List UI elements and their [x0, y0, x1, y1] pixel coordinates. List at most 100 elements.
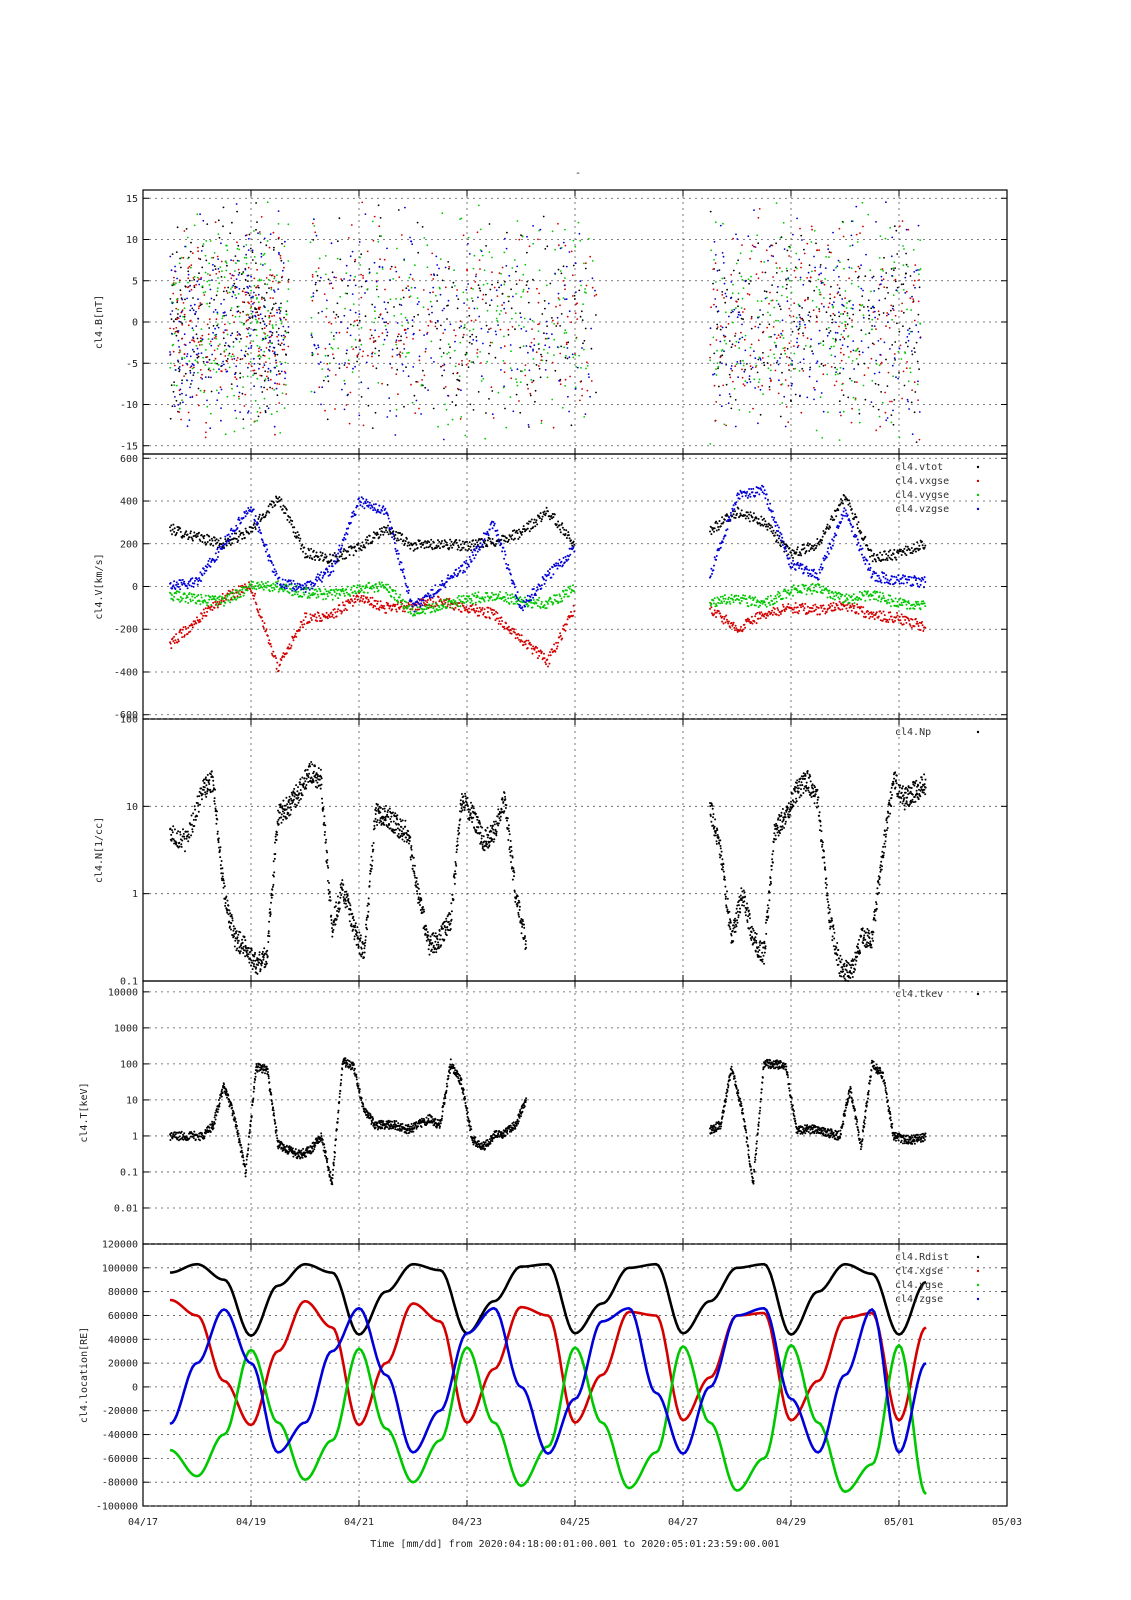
data-point [336, 302, 339, 305]
data-point [335, 555, 338, 558]
data-point [519, 346, 522, 349]
data-point [466, 549, 469, 552]
data-point [234, 409, 237, 412]
data-point [853, 381, 856, 383]
data-point [580, 310, 583, 313]
data-point [858, 529, 861, 532]
data-point [551, 230, 554, 233]
data-point [585, 292, 587, 294]
data-point [871, 613, 873, 615]
data-point [838, 275, 840, 278]
data-point [924, 544, 927, 547]
data-point [373, 215, 376, 218]
data-point [791, 382, 793, 385]
data-point [779, 308, 782, 311]
data-point [862, 225, 864, 228]
data-point [330, 611, 333, 614]
data-point [342, 550, 345, 553]
data-point [269, 297, 272, 299]
data-point [216, 255, 219, 258]
data-point [918, 438, 921, 441]
data-point [299, 626, 302, 629]
data-point [890, 255, 893, 258]
data-point [792, 549, 795, 552]
data-point [221, 317, 224, 320]
data-point [438, 267, 440, 270]
data-point [316, 274, 319, 277]
data-point [191, 595, 194, 598]
y-tick-label: 0 [132, 318, 138, 329]
data-point [360, 381, 363, 384]
data-point [518, 324, 520, 327]
data-point [919, 239, 922, 242]
data-point [186, 533, 189, 536]
data-point [379, 600, 382, 603]
data-point [576, 366, 579, 369]
data-point [324, 354, 327, 357]
data-point [551, 317, 553, 319]
data-point [490, 299, 493, 302]
data-point [914, 617, 917, 620]
data-point [570, 250, 573, 253]
data-point [523, 317, 526, 320]
data-point [197, 594, 200, 596]
data-point [832, 231, 834, 234]
data-point [274, 302, 277, 305]
data-point [730, 281, 733, 283]
data-point [921, 540, 923, 543]
data-point [730, 622, 733, 624]
data-point [729, 626, 732, 629]
data-point [262, 513, 265, 516]
data-point [810, 225, 813, 228]
data-point [773, 534, 776, 537]
data-point [171, 594, 173, 596]
data-point [475, 273, 478, 276]
data-point [345, 557, 348, 559]
data-point [429, 300, 432, 303]
data-point [911, 330, 913, 333]
data-point [528, 245, 531, 248]
data-point [386, 311, 389, 314]
data-point [511, 534, 514, 537]
data-point [860, 329, 863, 332]
data-point [436, 320, 439, 322]
data-point [271, 350, 274, 353]
data-point [413, 332, 415, 335]
data-point [524, 369, 526, 371]
data-point [301, 543, 304, 546]
data-point [882, 278, 885, 281]
data-point [257, 314, 259, 316]
data-point [176, 226, 179, 229]
data-point [539, 512, 542, 515]
data-point [175, 307, 178, 310]
data-point [213, 265, 216, 268]
data-point [238, 340, 241, 343]
data-point [558, 636, 561, 639]
data-point [583, 291, 586, 293]
data-point [282, 325, 285, 328]
data-point [829, 347, 831, 350]
data-point [795, 316, 798, 319]
data-point [258, 317, 260, 320]
data-point [213, 298, 216, 301]
data-point [811, 607, 814, 610]
data-point [904, 292, 907, 294]
data-point [841, 389, 843, 392]
data-point [472, 409, 475, 411]
data-point [396, 347, 399, 350]
data-point [247, 328, 249, 331]
data-point [181, 364, 184, 367]
data-point [254, 601, 257, 604]
data-point [391, 367, 393, 369]
data-point [226, 292, 229, 294]
data-point [278, 383, 281, 385]
data-point [523, 528, 526, 530]
data-point [857, 612, 860, 615]
data-point [804, 323, 806, 326]
data-point [906, 361, 908, 363]
data-point [829, 297, 832, 300]
data-point [520, 634, 523, 637]
data-point [838, 311, 840, 314]
data-point [404, 316, 407, 319]
data-point [911, 433, 914, 435]
